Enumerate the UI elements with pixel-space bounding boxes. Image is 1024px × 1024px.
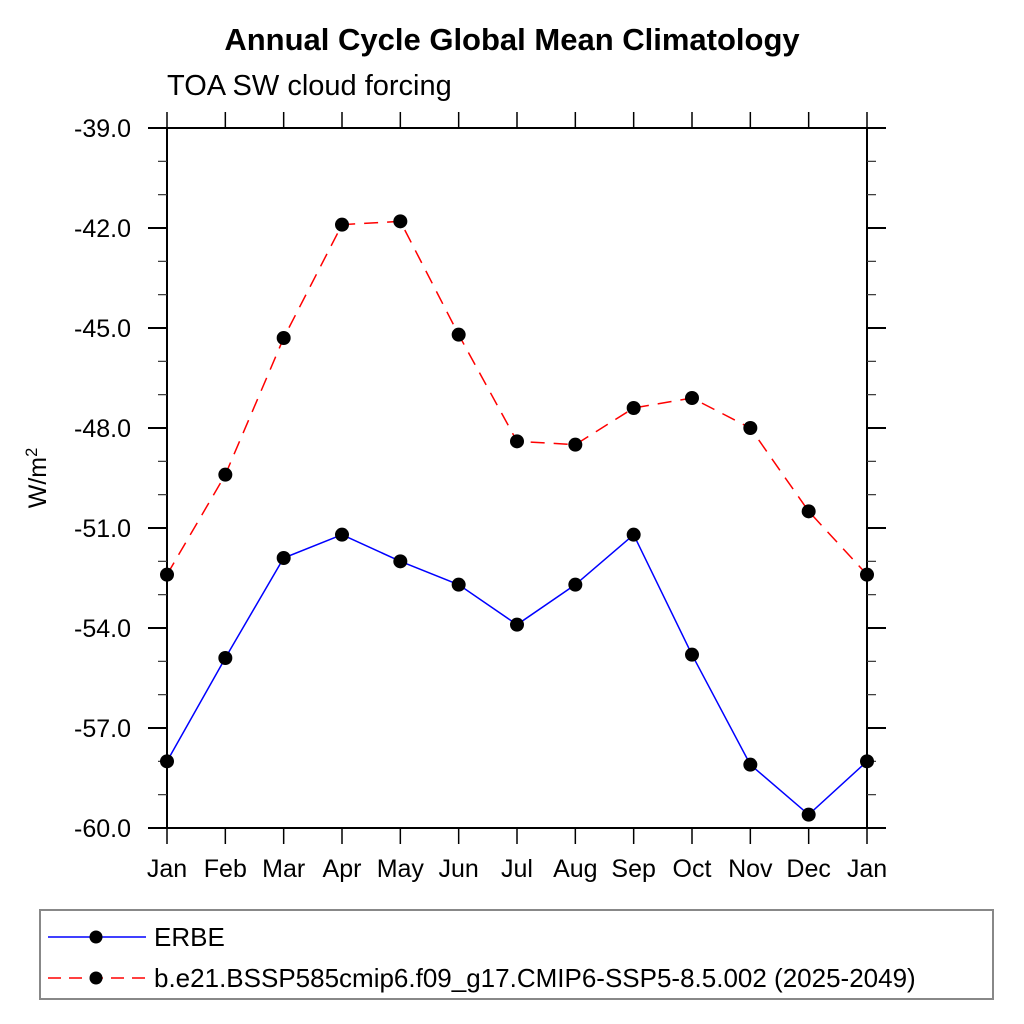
x-tick-label: Jan [847,855,887,883]
legend-entry-model: b.e21.BSSP585cmip6.f09_g17.CMIP6-SSP5-8.… [46,963,916,993]
x-tick-label: Jun [439,855,479,883]
y-tick-label: -51.0 [74,515,131,543]
data-point [568,577,583,592]
data-point [451,327,466,342]
y-axis-minor-ticks [158,160,876,796]
data-point [160,567,174,582]
series-markers-model [160,214,874,582]
y-axis-tick-labels: -39.0 -42.0 -45.0 -48.0 -51.0 -54.0 -57.0 -60.0 [74,115,131,843]
data-point [335,527,349,542]
data-point [451,577,466,592]
x-axis-tick-labels: Jan Feb Mar Apr May Jun Jul Aug Sep Oct Nov Dec Jan [147,855,887,883]
x-tick-label: Dec [786,855,830,883]
y-tick-label: -57.0 [74,715,131,743]
data-point [626,527,641,542]
series-markers-erbe [160,527,874,822]
y-tick-label: -42.0 [74,215,131,243]
data-point [510,617,524,632]
x-tick-label: Jul [501,855,533,883]
legend-box: ERBE b.e21.BSSP585cmip6.f09_g17.CMIP6-SS… [39,909,994,1000]
y-axis-major-ticks [148,127,886,829]
data-point [743,757,758,772]
data-point [335,217,349,232]
data-point [276,551,291,565]
legend-label-model: b.e21.BSSP585cmip6.f09_g17.CMIP6-SSP5-8.… [154,962,916,993]
data-point [510,434,524,449]
model-line-swatch [48,971,146,985]
data-point [801,807,816,822]
legend-entry-erbe: ERBE [46,922,225,952]
data-point [218,467,233,482]
data-point [393,214,408,229]
x-tick-label: Aug [553,855,597,883]
series-line-model [166,220,868,576]
x-tick-label: Mar [262,855,305,883]
data-point [860,567,874,582]
x-tick-label: Feb [204,855,247,883]
x-tick-label: May [377,855,425,883]
chart-title: Annual Cycle Global Mean Climatology [224,22,800,57]
data-point [685,647,699,662]
data-point [160,754,174,769]
y-tick-label: -54.0 [74,615,131,643]
x-tick-label: Jan [147,855,187,883]
data-point [743,421,758,435]
x-tick-label: Nov [728,855,773,883]
legend-label-erbe: ERBE [154,921,225,952]
y-tick-label: -45.0 [74,315,131,343]
y-tick-label: -48.0 [74,415,131,443]
data-point [393,554,408,569]
x-tick-label: Apr [323,855,362,883]
y-tick-label: -39.0 [74,115,131,143]
x-tick-label: Sep [611,855,655,883]
data-point [276,331,291,345]
data-point [801,504,816,519]
data-point [218,651,233,665]
data-point [626,401,641,415]
plot-frame [166,127,868,829]
x-axis-ticks [166,112,868,844]
data-point [860,754,874,769]
erbe-line-swatch [48,930,146,944]
y-tick-label: -60.0 [74,815,131,843]
data-point [685,391,699,405]
chart-subtitle: TOA SW cloud forcing [167,70,452,102]
x-tick-label: Oct [673,855,712,883]
data-point [568,437,583,452]
series-line-erbe [166,533,868,816]
